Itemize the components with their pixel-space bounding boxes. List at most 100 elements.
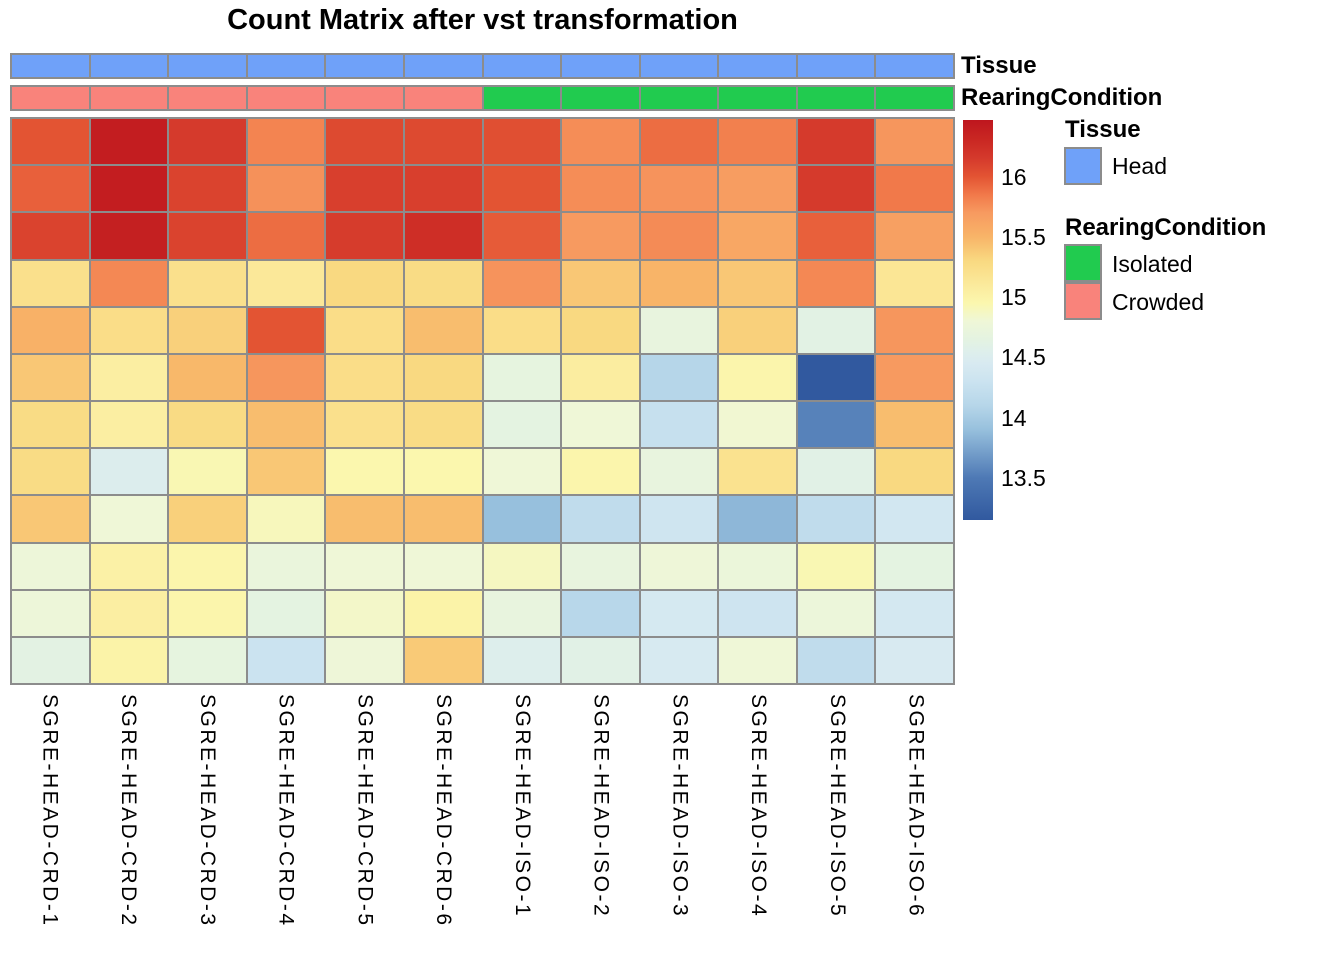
heatmap-cell xyxy=(875,448,954,496)
legend-rearing-title: RearingCondition xyxy=(1065,214,1267,241)
heatmap-cell xyxy=(246,306,326,354)
heatmap-cell xyxy=(482,401,562,449)
column-label-slot: SGRE-HEAD-ISO-6 xyxy=(876,694,955,956)
heatmap-cell xyxy=(482,118,562,166)
heatmap-cell xyxy=(561,212,640,260)
heatmap-cell xyxy=(246,542,326,590)
annotation-cell-isolated xyxy=(482,86,562,110)
annotation-cell-isolated xyxy=(718,86,797,110)
heatmap-cell xyxy=(482,542,562,590)
colorbar-tick-label: 16 xyxy=(1001,163,1027,190)
heatmap-cell xyxy=(482,306,562,354)
annotation-cell-head xyxy=(89,54,169,78)
legend-head-label: Head xyxy=(1112,153,1167,179)
heatmap-cell xyxy=(403,306,483,354)
heatmap-cell xyxy=(168,165,247,213)
annotation-cell-head xyxy=(482,54,562,78)
heatmap-cell xyxy=(482,448,562,496)
heatmap-cell xyxy=(875,353,954,401)
heatmap-cell xyxy=(168,259,247,307)
column-label: SGRE-HEAD-ISO-3 xyxy=(668,694,692,919)
chart-title: Count Matrix after vst transformation xyxy=(227,4,738,36)
heatmap-cell xyxy=(325,589,404,637)
annotation-cell-isolated xyxy=(639,86,719,110)
heatmap-cell xyxy=(89,589,169,637)
column-label-slot: SGRE-HEAD-CRD-1 xyxy=(10,694,89,956)
column-label-slot: SGRE-HEAD-CRD-6 xyxy=(404,694,483,956)
heatmap-cell xyxy=(11,401,90,449)
heatmap-cell xyxy=(11,259,90,307)
heatmap-cell xyxy=(482,353,562,401)
heatmap-cell xyxy=(561,542,640,590)
annotation-cell-crowded xyxy=(403,86,483,110)
heatmap-cell xyxy=(482,259,562,307)
heatmap-cell xyxy=(561,259,640,307)
heatmap-cell xyxy=(561,118,640,166)
heatmap-cell xyxy=(403,259,483,307)
heatmap-cell xyxy=(246,165,326,213)
heatmap-cell xyxy=(875,636,954,684)
annotation-cell-head xyxy=(11,54,90,78)
heatmap-cell xyxy=(11,542,90,590)
column-label-slot: SGRE-HEAD-ISO-3 xyxy=(640,694,719,956)
heatmap-cell xyxy=(875,118,954,166)
heatmap-cell xyxy=(639,306,719,354)
annotation-cell-head xyxy=(168,54,247,78)
heatmap-cell xyxy=(796,401,876,449)
annotation-cell-isolated xyxy=(796,86,876,110)
column-label: SGRE-HEAD-ISO-4 xyxy=(747,694,771,919)
annotation-cell-head xyxy=(403,54,483,78)
heatmap-cell xyxy=(89,401,169,449)
heatmap-cell xyxy=(168,448,247,496)
heatmap-cell xyxy=(561,401,640,449)
heatmap-cell xyxy=(246,212,326,260)
heatmap-cell xyxy=(89,636,169,684)
heatmap-cell xyxy=(403,448,483,496)
heatmap-cell xyxy=(875,495,954,543)
heatmap-cell xyxy=(718,212,797,260)
column-label: SGRE-HEAD-CRD-4 xyxy=(274,694,298,928)
tissue-annotation-label: Tissue xyxy=(961,52,1037,79)
heatmap-cell xyxy=(168,353,247,401)
heatmap-cell xyxy=(246,259,326,307)
heatmap-cell xyxy=(561,636,640,684)
heatmap-cell xyxy=(482,495,562,543)
heatmap-cell xyxy=(325,448,404,496)
colorbar-tick-label: 15.5 xyxy=(1001,223,1046,250)
annotation-cell-head xyxy=(875,54,954,78)
annotation-cell-isolated xyxy=(561,86,640,110)
column-label-slot: SGRE-HEAD-ISO-4 xyxy=(719,694,798,956)
heatmap-cell xyxy=(89,212,169,260)
heatmap-cell xyxy=(403,495,483,543)
heatmap-cell xyxy=(561,589,640,637)
heatmap-cell xyxy=(89,306,169,354)
column-label: SGRE-HEAD-CRD-5 xyxy=(353,694,377,928)
heatmap-cell xyxy=(482,589,562,637)
legend-tissue-title: Tissue xyxy=(1065,116,1141,143)
column-label: SGRE-HEAD-CRD-1 xyxy=(38,694,62,928)
column-label-slot: SGRE-HEAD-ISO-2 xyxy=(561,694,640,956)
heatmap-cell xyxy=(875,542,954,590)
heatmap-cell xyxy=(11,306,90,354)
heatmap-cell xyxy=(796,542,876,590)
heatmap-cell xyxy=(11,212,90,260)
heatmap-cell xyxy=(718,448,797,496)
heatmap-cell xyxy=(796,306,876,354)
heatmap-cell xyxy=(403,212,483,260)
heatmap-cell xyxy=(403,589,483,637)
heatmap-cell xyxy=(639,589,719,637)
heatmap-cell xyxy=(168,212,247,260)
heatmap-cell xyxy=(796,212,876,260)
column-label: SGRE-HEAD-ISO-6 xyxy=(904,694,928,919)
annotation-cell-crowded xyxy=(325,86,404,110)
tissue-annotation-bar xyxy=(10,53,955,79)
heatmap-cell xyxy=(875,306,954,354)
legend-crowded-swatch xyxy=(1064,282,1102,320)
heatmap-cell xyxy=(403,401,483,449)
heatmap-cell xyxy=(639,165,719,213)
column-label-slot: SGRE-HEAD-CRD-5 xyxy=(325,694,404,956)
annotation-cell-head xyxy=(561,54,640,78)
annotation-cell-head xyxy=(718,54,797,78)
heatmap-cell xyxy=(325,212,404,260)
heatmap-cell xyxy=(718,165,797,213)
